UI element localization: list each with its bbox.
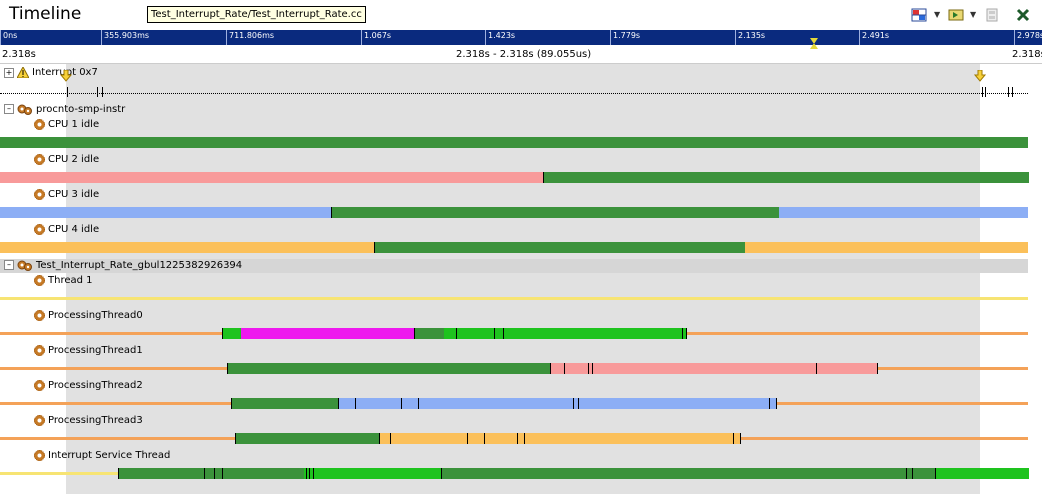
pt2-running-segment[interactable] bbox=[231, 398, 339, 409]
pt2-cpu3-segment[interactable] bbox=[338, 398, 777, 409]
collapse-icon[interactable]: – bbox=[4, 260, 14, 270]
thread-icon bbox=[34, 345, 45, 356]
track-processing-thread2[interactable]: ProcessingThread2 bbox=[34, 380, 143, 391]
track-label: CPU 2 idle bbox=[48, 154, 100, 165]
cpu3-running-segment[interactable] bbox=[331, 207, 780, 218]
ruler-label: 1.779s bbox=[610, 30, 640, 45]
thread-icon bbox=[34, 224, 45, 235]
track-label: ProcessingThread2 bbox=[48, 380, 143, 391]
ruler-label: 2.135s bbox=[735, 30, 765, 45]
ruler-cursor-marker[interactable] bbox=[809, 34, 819, 49]
pt1-running-segment[interactable] bbox=[227, 363, 551, 374]
track-label: CPU 1 idle bbox=[48, 119, 100, 130]
range-span: 2.318s - 2.318s (89.055us) bbox=[456, 49, 592, 60]
disabled-tool-icon bbox=[984, 7, 1000, 23]
track-processing-thread3[interactable]: ProcessingThread3 bbox=[34, 415, 143, 426]
track-cpu1-idle[interactable]: CPU 1 idle bbox=[34, 119, 99, 130]
close-icon[interactable] bbox=[1015, 7, 1031, 23]
track-label: CPU 4 idle bbox=[48, 224, 100, 235]
pt0-running-segment[interactable] bbox=[414, 328, 445, 339]
event-marker-icon[interactable] bbox=[973, 67, 987, 82]
event-marker-icon[interactable] bbox=[59, 67, 73, 82]
pt3-running-segment[interactable] bbox=[235, 433, 380, 444]
process-icon bbox=[17, 259, 33, 271]
range-end: 2.318s bbox=[1012, 49, 1042, 60]
thread-icon bbox=[34, 415, 45, 426]
ruler-label: 2.491s bbox=[859, 30, 889, 45]
cpu4-running-segment[interactable] bbox=[374, 242, 746, 253]
track-label: Interrupt Service Thread bbox=[48, 450, 171, 461]
selection-range-bar: 2.318s 2.318s - 2.318s (89.055us) 2.318s bbox=[0, 46, 1042, 64]
cpu2-running-segment[interactable] bbox=[543, 172, 1029, 183]
track-cpu3-idle[interactable]: CPU 3 idle bbox=[34, 189, 99, 200]
track-label: ProcessingThread0 bbox=[48, 310, 143, 321]
ruler-label: 711.806ms bbox=[226, 30, 274, 45]
ruler-label: 0ns bbox=[0, 30, 17, 45]
track-interrupt[interactable]: + Interrupt 0x7 bbox=[4, 65, 98, 79]
thread-icon bbox=[34, 119, 45, 130]
timeline-tracks[interactable]: + Interrupt 0x7 – procnto-smp-instr CPU … bbox=[0, 64, 1042, 494]
cpu2-idle-segment[interactable] bbox=[0, 172, 543, 183]
ist-running-segment[interactable] bbox=[304, 468, 441, 479]
track-label: Test_Interrupt_Rate_gbul1225382926394 bbox=[36, 259, 243, 271]
pt0-running-segment[interactable] bbox=[444, 328, 687, 339]
ruler-label: 1.067s bbox=[361, 30, 391, 45]
track-process-procnto[interactable]: – procnto-smp-instr bbox=[4, 103, 125, 115]
pt1-cpu2-segment[interactable] bbox=[550, 363, 878, 374]
cpu4-idle-segment[interactable] bbox=[745, 242, 1028, 253]
ruler-label: 1.423s bbox=[485, 30, 515, 45]
track-interrupt-service-thread[interactable]: Interrupt Service Thread bbox=[34, 450, 170, 461]
cpu3-idle-segment[interactable] bbox=[779, 207, 1028, 218]
process-separator bbox=[0, 259, 1028, 273]
track-cpu4-idle[interactable]: CPU 4 idle bbox=[34, 224, 99, 235]
thread-icon bbox=[34, 189, 45, 200]
pt0-magenta-segment[interactable] bbox=[241, 328, 414, 339]
ruler-label: 2.978s bbox=[1014, 30, 1042, 45]
range-start: 2.318s bbox=[2, 49, 36, 60]
ist-running-segment[interactable] bbox=[935, 468, 1029, 479]
collapse-icon[interactable]: – bbox=[4, 104, 14, 114]
thread-icon bbox=[34, 310, 45, 321]
ist-idle-line bbox=[0, 472, 118, 475]
expand-icon[interactable]: + bbox=[4, 67, 14, 78]
time-ruler[interactable]: 0ns 355.903ms 711.806ms 1.067s 1.423s 1.… bbox=[0, 30, 1042, 49]
track-cpu2-idle[interactable]: CPU 2 idle bbox=[34, 154, 99, 165]
interrupt-baseline bbox=[0, 93, 1028, 94]
pt3-cpu4-segment[interactable] bbox=[379, 433, 741, 444]
warning-icon bbox=[16, 65, 30, 79]
cpu1-running-segment[interactable] bbox=[0, 137, 1028, 148]
thread-icon bbox=[34, 380, 45, 391]
ist-running-segment[interactable] bbox=[118, 468, 305, 479]
track-label: ProcessingThread1 bbox=[48, 345, 143, 356]
ruler-label: 355.903ms bbox=[101, 30, 149, 45]
ist-running-segment[interactable] bbox=[441, 468, 936, 479]
track-thread1[interactable]: Thread 1 bbox=[34, 275, 93, 286]
track-label: CPU 3 idle bbox=[48, 189, 100, 200]
split-view-dropdown-icon[interactable]: ▼ bbox=[934, 10, 941, 19]
pt0-running-segment[interactable] bbox=[222, 328, 242, 339]
track-processing-thread1[interactable]: ProcessingThread1 bbox=[34, 345, 143, 356]
go-to-dropdown-icon[interactable]: ▼ bbox=[970, 10, 977, 19]
file-tooltip: Test_Interrupt_Rate/Test_Interrupt_Rate.… bbox=[147, 6, 366, 23]
process-icon bbox=[17, 103, 33, 115]
view-title: Timeline bbox=[9, 4, 82, 24]
track-label: ProcessingThread3 bbox=[48, 415, 143, 426]
thread-icon bbox=[34, 154, 45, 165]
track-label: Thread 1 bbox=[48, 275, 93, 286]
go-to-icon[interactable] bbox=[948, 7, 964, 23]
selection-shade bbox=[66, 64, 980, 494]
thread-icon bbox=[34, 275, 45, 286]
track-process-test-interrupt-rate[interactable]: – Test_Interrupt_Rate_gbul1225382926394 bbox=[4, 259, 242, 271]
split-view-icon[interactable] bbox=[911, 7, 927, 23]
track-processing-thread0[interactable]: ProcessingThread0 bbox=[34, 310, 143, 321]
thread1-state-line[interactable] bbox=[0, 297, 1028, 300]
cpu4-idle-segment[interactable] bbox=[0, 242, 374, 253]
cpu3-idle-segment[interactable] bbox=[0, 207, 331, 218]
track-label: procnto-smp-instr bbox=[36, 103, 126, 115]
thread-icon bbox=[34, 450, 45, 461]
